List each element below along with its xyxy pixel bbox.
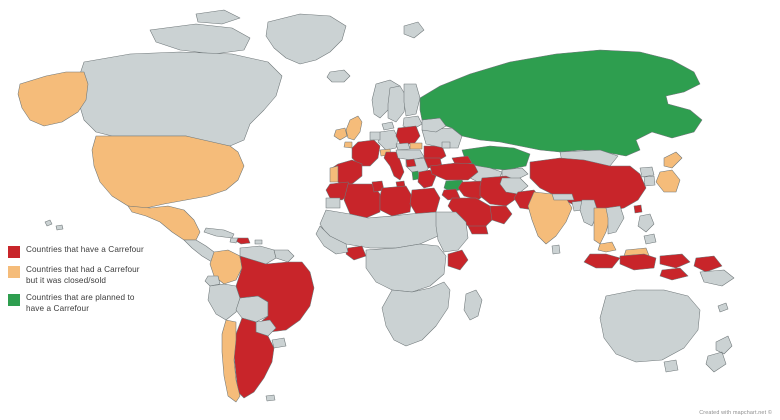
country-czechia: [396, 143, 410, 150]
legend-swatch-green: [8, 294, 20, 306]
country-chile: [222, 320, 240, 402]
country-portugal: [330, 166, 338, 182]
region-asia: [528, 152, 734, 286]
map-legend: Countries that have a Carrefour Countrie…: [8, 245, 158, 321]
country-yemen: [468, 226, 488, 234]
legend-swatch-orange: [8, 266, 20, 278]
country-indonesia: [584, 254, 722, 280]
country-hawaii: [45, 220, 63, 230]
country-peru: [208, 284, 240, 320]
country-south-korea: [644, 176, 655, 186]
country-ivory-coast: [346, 246, 366, 260]
region-north-america: [18, 52, 282, 262]
country-philippines: [638, 214, 656, 244]
country-new-caledonia: [718, 303, 728, 312]
attribution-text: Created with mapchart.net ©: [699, 410, 772, 416]
country-albania: [412, 171, 419, 180]
country-greenland: [266, 14, 346, 64]
country-united-states: [92, 136, 244, 208]
country-bosnia: [406, 159, 416, 167]
country-falklands: [266, 395, 275, 401]
region-oceania: [600, 290, 732, 372]
country-sri-lanka: [552, 245, 560, 254]
country-new-zealand: [706, 336, 732, 372]
country-southern-africa: [382, 282, 450, 346]
legend-item-planned: Countries that are planned to have a Car…: [8, 293, 158, 314]
country-myanmar: [580, 200, 598, 226]
legend-item-have: Countries that have a Carrefour: [8, 245, 158, 258]
country-west-africa-coast: [316, 226, 348, 254]
country-uruguay: [272, 338, 286, 348]
country-australia: [600, 290, 700, 362]
country-central-africa: [366, 244, 446, 292]
region-south-america: [205, 246, 314, 402]
country-sweden: [388, 86, 406, 122]
country-netherlands-belgium: [370, 132, 380, 140]
country-guyanas: [274, 250, 294, 262]
country-baltics: [403, 116, 422, 130]
country-alaska: [18, 72, 88, 126]
country-china: [530, 158, 646, 212]
country-ireland: [334, 128, 347, 140]
country-madagascar: [464, 290, 482, 320]
legend-swatch-red: [8, 246, 20, 258]
country-haiti: [230, 238, 238, 243]
country-brazil: [236, 256, 314, 332]
country-iceland: [327, 70, 350, 82]
country-egypt: [410, 188, 440, 214]
country-russia: [420, 50, 702, 156]
country-tasmania: [664, 360, 678, 372]
country-france: [352, 140, 380, 166]
country-moldova: [442, 142, 450, 148]
legend-label-planned: Countries that are planned to have a Car…: [26, 293, 135, 313]
country-western-sahara: [326, 198, 340, 208]
country-svalbard: [404, 22, 424, 38]
country-slovakia: [410, 143, 422, 149]
country-vietnam-laos-cambodia: [606, 206, 624, 234]
country-north-korea: [640, 167, 654, 177]
region-arctic: [150, 10, 424, 82]
country-greece: [418, 170, 436, 188]
region-europe: [330, 80, 462, 188]
country-turkey: [430, 163, 478, 180]
country-finland: [404, 84, 420, 116]
country-sudan-ethiopia: [436, 212, 468, 252]
country-libya: [380, 186, 412, 216]
country-papua-new-guinea: [700, 270, 734, 286]
country-canada-arctic-islands: [150, 24, 250, 54]
region-africa: [316, 181, 482, 346]
country-germany: [378, 130, 398, 150]
country-arctic-islands-east: [196, 10, 240, 24]
legend-label-have: Countries that have a Carrefour: [26, 245, 144, 254]
country-nepal-bhutan: [552, 194, 574, 200]
region-middle-east: [430, 163, 542, 234]
country-denmark: [382, 122, 394, 130]
country-ecuador: [205, 276, 220, 286]
legend-item-closed: Countries that had a Carrefour but it wa…: [8, 265, 158, 286]
country-colombia: [210, 250, 242, 284]
country-uae-oman-qatar: [490, 206, 512, 224]
legend-label-closed: Countries that had a Carrefour but it wa…: [26, 265, 140, 285]
country-taiwan: [634, 205, 642, 213]
country-kenya: [448, 250, 468, 270]
country-puerto-rico: [255, 240, 262, 244]
country-japan: [656, 152, 682, 192]
